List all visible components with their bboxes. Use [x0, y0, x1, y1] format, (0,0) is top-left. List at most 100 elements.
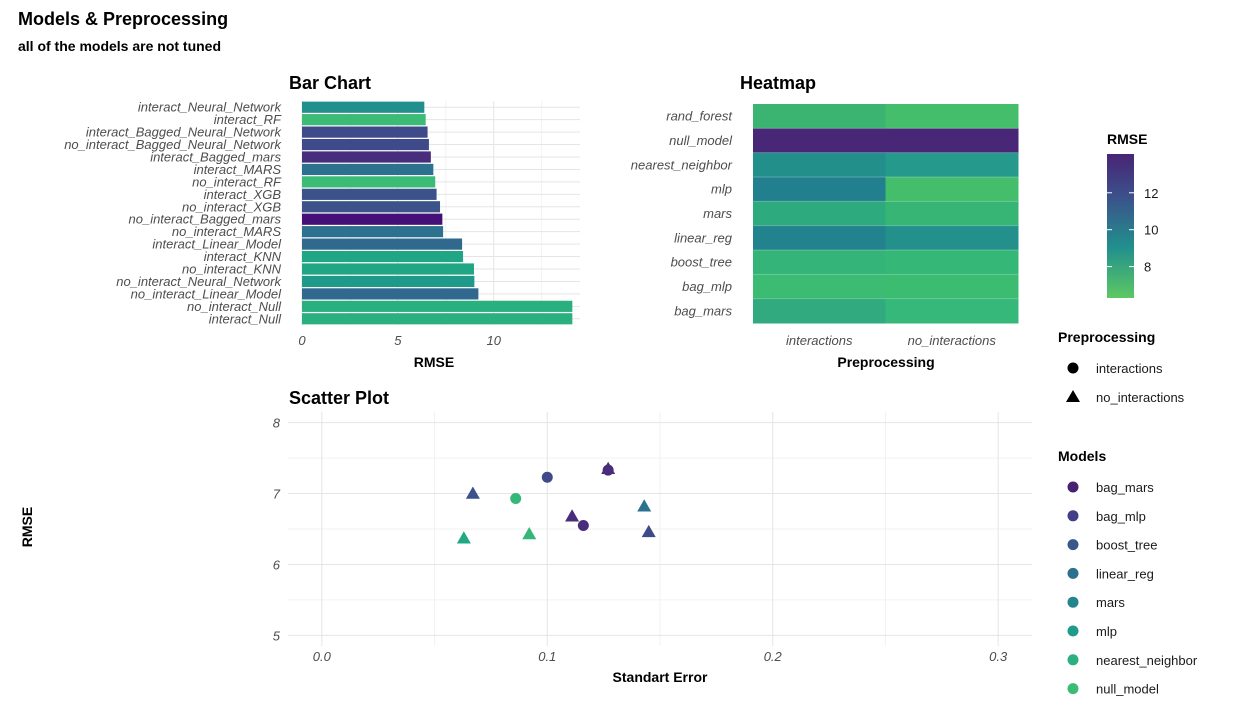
models-legend-item: boost_tree	[1067, 538, 1157, 553]
bar-chart-category-label: no_interact_Neural_Network	[116, 274, 282, 289]
bar	[302, 250, 464, 263]
heatmap-row-label: bag_mlp	[682, 279, 732, 294]
bar	[302, 288, 479, 300]
heatmap-cell	[885, 274, 1019, 300]
preprocessing-legend-item: interactions	[1067, 361, 1163, 376]
colorbar-tick-label: 12	[1144, 186, 1158, 201]
heatmap-cell	[753, 298, 886, 324]
heatmap-cells	[753, 104, 1019, 324]
bar-chart-x-axis-title: RMSE	[414, 354, 454, 370]
rmse-colorbar-legend: RMSE 8 10 12	[1107, 131, 1158, 298]
scatter-y-tick-label: 8	[273, 416, 281, 431]
scatter-point-circle	[541, 471, 553, 483]
scatter-plot-y-axis-title: RMSE	[19, 507, 35, 547]
bar-chart-category-label: no_interact_MARS	[172, 224, 281, 239]
bar-chart-y-tick-labels: interact_Neural_Networkinteract_RFintera…	[64, 100, 282, 327]
scatter-x-tick-label: 0.1	[538, 649, 556, 664]
rmse-colorbar-ticks: 8 10 12	[1107, 186, 1158, 275]
bar	[302, 300, 573, 312]
models-legend-label: null_model	[1096, 682, 1159, 697]
scatter-point-circle	[577, 519, 589, 531]
preprocessing-legend-label: no_interactions	[1096, 390, 1185, 405]
models-legend-label: nearest_neighbor	[1096, 653, 1198, 668]
preprocessing-legend-title: Preprocessing	[1058, 329, 1155, 345]
heatmap-cell	[753, 177, 886, 202]
bar	[302, 201, 441, 213]
heatmap-cell	[753, 128, 886, 154]
scatter-point-triangle	[637, 499, 652, 512]
scatter-plot-points	[456, 461, 656, 544]
models-legend-item: bag_mars	[1067, 480, 1154, 495]
heatmap-row-label: rand_forest	[666, 109, 733, 124]
model-color-dot-icon	[1067, 510, 1079, 522]
heatmap-x-axis-title: Preprocessing	[837, 354, 934, 370]
bar-chart-category-label: interact_Linear_Model	[152, 237, 282, 252]
bar-chart-category-label: no_interact_Null	[187, 299, 282, 314]
scatter-plot-y-tick-labels: 5 6 7 8	[273, 416, 281, 644]
scatter-point-triangle	[565, 509, 580, 522]
scatter-plot-x-axis-title: Standart Error	[613, 669, 708, 685]
models-legend-item: linear_reg	[1067, 566, 1154, 581]
heatmap-panel: Heatmap rand_forest null_model nearest_nei…	[631, 73, 1019, 370]
rmse-colorbar	[1107, 154, 1134, 298]
heatmap-cell	[753, 250, 886, 275]
bar-chart-x-tick-label: 10	[486, 333, 501, 348]
scatter-x-tick-label: 0.0	[313, 649, 332, 664]
scatter-y-tick-label: 5	[273, 628, 281, 643]
scatter-y-tick-label: 7	[273, 487, 281, 502]
bar	[302, 114, 426, 126]
heatmap-cell	[885, 128, 1019, 154]
bar	[302, 101, 425, 113]
colorbar-tick-label: 10	[1144, 223, 1158, 238]
bar-chart-category-label: no_interact_KNN	[182, 262, 282, 277]
scatter-point-triangle	[641, 524, 656, 538]
heatmap-column-label: no_interactions	[908, 333, 997, 348]
scatter-plot-title: Scatter Plot	[289, 388, 389, 408]
heatmap-row-label: null_model	[669, 133, 733, 148]
bar-chart-category-label: no_interact_Linear_Model	[131, 286, 282, 301]
models-legend-label: bag_mlp	[1096, 509, 1146, 524]
heatmap-row-label: mlp	[711, 182, 732, 197]
models-legend-label: bag_mars	[1096, 480, 1154, 495]
figure-title: Models & Preprocessing	[18, 9, 228, 29]
bar	[302, 176, 436, 188]
heatmap-y-tick-labels: rand_forest null_model nearest_neighbormlp…	[631, 109, 734, 319]
heatmap-row-label: nearest_neighbor	[631, 157, 733, 172]
heatmap-column-label: interactions	[786, 333, 853, 348]
preprocessing-legend-item: no_interactions	[1066, 390, 1185, 405]
figure-subtitle: all of the models are not tuned	[18, 38, 221, 54]
model-color-dot-icon	[1067, 625, 1079, 637]
model-color-dot-icon	[1067, 481, 1079, 493]
scatter-plot-x-tick-labels: 0.0 0.1 0.2 0.3	[313, 649, 1008, 664]
bar	[302, 226, 444, 238]
bar-chart-category-label: interact_Neural_Network	[138, 100, 283, 115]
models-legend-title: Models	[1058, 448, 1106, 464]
model-color-dot-icon	[1067, 683, 1079, 695]
bar-chart-x-tick-label: 0	[298, 333, 306, 348]
models-legend-label: linear_reg	[1096, 566, 1154, 581]
heatmap-cell	[753, 152, 886, 178]
models-legend-label: mars	[1096, 595, 1125, 610]
bar-chart-category-label: interact_KNN	[204, 249, 282, 264]
bar	[302, 163, 434, 176]
heatmap-cell	[753, 274, 886, 300]
bar	[302, 275, 475, 288]
bar	[302, 126, 428, 138]
scatter-point-circle	[510, 493, 522, 505]
bar-chart-category-label: interact_Null	[209, 311, 282, 326]
bar-chart-x-tick-labels: 0 5 10	[298, 333, 501, 348]
bar-chart-category-label: no_interact_XGB	[182, 199, 281, 214]
heatmap-cell	[885, 225, 1019, 251]
bar-chart-category-label: no_interact_Bagged_mars	[129, 212, 282, 227]
bar-chart-bars	[302, 101, 573, 325]
heatmap-cell	[753, 225, 886, 251]
bar	[302, 138, 429, 151]
bar	[302, 238, 463, 250]
bar-chart-category-label: interact_RF	[214, 112, 282, 127]
scatter-point-triangle	[522, 526, 537, 540]
scatter-x-tick-label: 0.3	[989, 649, 1008, 664]
scatter-x-tick-label: 0.2	[764, 649, 783, 664]
bar-chart-category-label: interact_XGB	[204, 187, 282, 202]
